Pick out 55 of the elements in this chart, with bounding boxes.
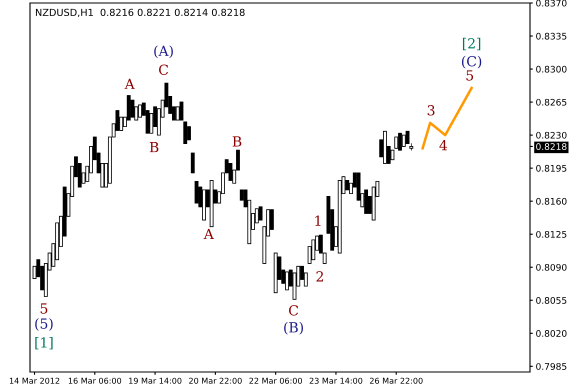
annotation: [1] [35, 336, 53, 350]
candlestick [258, 206, 263, 220]
text: NZDUSD,H1 0.8216 0.8221 0.8214 0.8218 [36, 8, 245, 18]
candlestick [364, 189, 368, 214]
annotation: B [232, 136, 242, 147]
annotation: (5) [35, 318, 53, 331]
x-tick-label: 26 Mar 22:00 [370, 378, 423, 384]
candlestick [190, 152, 195, 174]
y-tick-label: 0.7985 [536, 363, 566, 370]
candlestick [345, 180, 350, 190]
y-tick-label: 0.8230 [536, 132, 567, 139]
candlestick [311, 239, 316, 260]
line-series [421, 86, 473, 150]
candlestick [180, 102, 184, 120]
candlestick [194, 180, 198, 204]
annotation: 5 [40, 303, 48, 314]
annotation: 1 [315, 215, 320, 226]
y-tick-label: 0.8265 [536, 98, 566, 106]
annotation: (C) [462, 56, 482, 68]
candlestick [138, 104, 142, 118]
x-tick-label: 20 Mar 22:00 [189, 378, 242, 384]
x-tick-label: 23 Mar 14:00 [310, 378, 362, 384]
annotation: (B) [284, 322, 303, 335]
annotation: 3 [428, 105, 434, 116]
y-tick-label: 0.8055 [536, 297, 566, 304]
y-tick-label: 0.8125 [536, 230, 566, 238]
annotation: 5 [466, 70, 474, 81]
candlestick [390, 150, 394, 160]
annotation: C [289, 305, 298, 316]
y-tick-label: 0.8090 [536, 264, 567, 271]
candlestick [285, 272, 289, 290]
x-tick-label: 22 Mar 06:00 [249, 378, 302, 384]
annotation: 2 [316, 271, 323, 282]
x-tick-label: 16 Mar 06:00 [68, 378, 122, 384]
y-tick-label: 0.8195 [536, 164, 566, 172]
annotation: A [204, 228, 214, 239]
annotation: A [124, 78, 135, 89]
y-tick-label: 0.8020 [536, 330, 567, 337]
candlestick [394, 136, 398, 149]
annotation: C [159, 64, 168, 75]
y-tick-label: 0.8370 [536, 0, 567, 7]
x-tick-label: 14 Mar 2012 [10, 378, 60, 384]
y-tick-label: 0.8160 [536, 198, 567, 205]
annotation: B [150, 142, 158, 152]
y-tick-label: 0.8300 [536, 66, 567, 73]
y-tick-label: 0.8218 [536, 143, 567, 150]
candlestick [398, 132, 402, 151]
y-tick-label: 0.8335 [536, 32, 566, 40]
candlestick [183, 121, 188, 144]
candlestick [402, 134, 406, 147]
annotation: [2] [462, 38, 480, 50]
annotation: 4 [439, 140, 448, 150]
candlestick [228, 163, 232, 181]
x-tick-label: 19 Mar 14:00 [129, 378, 182, 384]
annotation: (A) [154, 45, 173, 58]
